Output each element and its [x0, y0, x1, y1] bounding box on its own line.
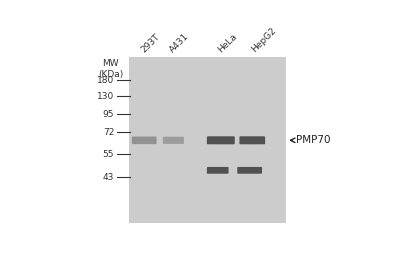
Text: 55: 55	[103, 150, 114, 159]
Text: 43: 43	[103, 173, 114, 182]
FancyBboxPatch shape	[237, 167, 262, 174]
Text: HepG2: HepG2	[250, 26, 278, 54]
FancyBboxPatch shape	[163, 137, 184, 144]
Text: PMP70: PMP70	[296, 135, 331, 145]
FancyBboxPatch shape	[132, 136, 157, 144]
Text: A431: A431	[168, 31, 190, 54]
FancyBboxPatch shape	[207, 136, 235, 144]
Text: 130: 130	[97, 92, 114, 101]
Text: 72: 72	[103, 128, 114, 137]
Text: MW
(KDa): MW (KDa)	[98, 59, 123, 79]
Text: HeLa: HeLa	[216, 32, 238, 54]
Text: 180: 180	[97, 76, 114, 85]
Text: 293T: 293T	[140, 32, 162, 54]
FancyBboxPatch shape	[240, 136, 265, 144]
FancyBboxPatch shape	[207, 167, 228, 174]
Bar	[129, 57, 286, 223]
Text: 95: 95	[103, 110, 114, 119]
